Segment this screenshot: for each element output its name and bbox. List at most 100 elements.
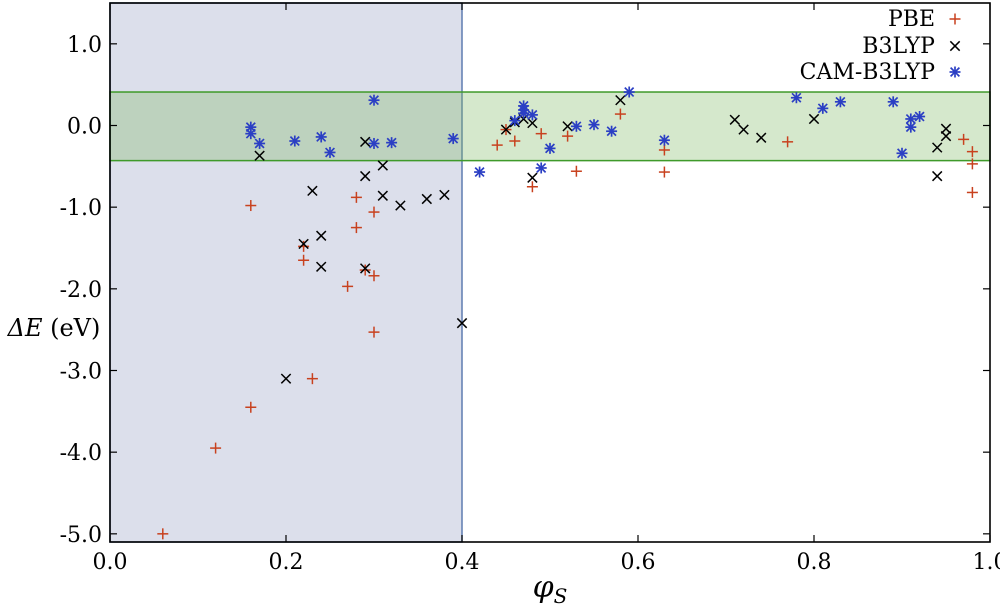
y-tick-label: -3.0 bbox=[60, 360, 102, 385]
data-point-b3lyp-5 bbox=[315, 261, 327, 272]
data-point-pbe-22 bbox=[658, 144, 670, 156]
data-point-pbe-13 bbox=[368, 326, 380, 338]
data-point-b3lyp-15 bbox=[500, 124, 512, 135]
y-tick-label: 1.0 bbox=[67, 33, 102, 58]
data-point-cam-b3lyp-29 bbox=[905, 121, 917, 133]
data-point-cam-b3lyp-22 bbox=[658, 134, 670, 146]
data-point-pbe-17 bbox=[526, 181, 538, 193]
y-axis-ticks: 1.0 0.0 -1.0 -2.0 -3.0 -4.0 -5.0 bbox=[60, 33, 990, 548]
data-point-pbe-4 bbox=[298, 240, 310, 252]
x-tick-label: 1.0 bbox=[973, 550, 1000, 575]
data-point-b3lyp-14 bbox=[456, 317, 468, 329]
data-point-pbe-7 bbox=[342, 280, 354, 292]
data-point-cam-b3lyp-8 bbox=[386, 137, 398, 149]
shaded-regions bbox=[109, 2, 991, 543]
data-point-b3lyp-18 bbox=[527, 172, 538, 183]
data-point-pbe-16 bbox=[509, 135, 521, 147]
data-point-pbe-5 bbox=[298, 254, 310, 266]
data-point-b3lyp-7 bbox=[359, 136, 371, 148]
x-tick-label: 0.8 bbox=[797, 550, 832, 575]
data-point-b3lyp-27 bbox=[931, 170, 943, 182]
data-point-pbe-21 bbox=[614, 108, 626, 120]
legend-marker-b3lyp bbox=[949, 40, 961, 52]
data-point-b3lyp-22 bbox=[729, 114, 741, 125]
data-point-cam-b3lyp-25 bbox=[834, 96, 846, 108]
data-point-cam-b3lyp-4 bbox=[315, 131, 327, 143]
series-pbe bbox=[157, 108, 978, 540]
data-point-cam-b3lyp-3 bbox=[289, 135, 301, 147]
data-point-cam-b3lyp-6 bbox=[368, 94, 380, 106]
y-tick-label: -5.0 bbox=[60, 523, 102, 548]
data-point-pbe-20 bbox=[570, 165, 582, 177]
data-point-pbe-25 bbox=[958, 133, 970, 145]
x-tick-label: 0.4 bbox=[445, 550, 480, 575]
data-point-b3lyp-10 bbox=[377, 190, 389, 201]
data-point-cam-b3lyp-9 bbox=[447, 133, 459, 145]
data-point-b3lyp-21 bbox=[615, 94, 626, 106]
x-axis-title: φS bbox=[533, 570, 568, 605]
data-point-b3lyp-29 bbox=[940, 130, 952, 142]
y-tick-label: -1.0 bbox=[60, 196, 102, 221]
data-point-cam-b3lyp-15 bbox=[526, 109, 538, 121]
data-point-cam-b3lyp-21 bbox=[623, 86, 635, 98]
data-point-pbe-18 bbox=[535, 128, 547, 140]
data-point-cam-b3lyp-18 bbox=[570, 120, 582, 132]
data-point-cam-b3lyp-16 bbox=[535, 162, 547, 174]
y-tick-label: -2.0 bbox=[60, 278, 102, 303]
y-tick-label: 0.0 bbox=[67, 115, 102, 140]
data-point-b3lyp-1 bbox=[280, 373, 292, 384]
legend-marker-pbe bbox=[949, 13, 961, 25]
data-point-pbe-14 bbox=[491, 139, 503, 151]
data-point-pbe-9 bbox=[350, 191, 362, 203]
x-axis-ticks: 0.0 0.2 0.4 0.6 0.8 1.0 bbox=[93, 3, 1000, 575]
data-point-pbe-28 bbox=[966, 186, 978, 198]
data-point-pbe-11 bbox=[368, 206, 380, 218]
data-point-b3lyp-19 bbox=[527, 117, 538, 129]
y-axis-title: ΔE (eV) bbox=[7, 314, 101, 342]
data-point-cam-b3lyp-7 bbox=[368, 137, 380, 149]
plot-frame bbox=[109, 2, 991, 543]
data-point-pbe-24 bbox=[782, 136, 794, 148]
data-point-b3lyp-25 bbox=[808, 113, 820, 125]
data-point-pbe-2 bbox=[245, 401, 257, 413]
data-point-pbe-8 bbox=[350, 222, 362, 234]
legend-label-b3lyp: B3LYP bbox=[862, 34, 935, 59]
data-point-cam-b3lyp-17 bbox=[544, 142, 556, 154]
data-point-pbe-23 bbox=[658, 166, 670, 178]
y-tick-label: -4.0 bbox=[60, 441, 102, 466]
data-point-b3lyp-28 bbox=[940, 123, 952, 134]
series-cam-b3lyp bbox=[245, 86, 926, 178]
data-point-b3lyp-3 bbox=[307, 185, 318, 197]
data-point-b3lyp-0 bbox=[254, 150, 265, 161]
data-point-cam-b3lyp-23 bbox=[790, 92, 802, 104]
x-tick-label: 0.2 bbox=[269, 550, 304, 575]
legend-marker-cam-b3lyp bbox=[949, 66, 961, 78]
data-point-pbe-27 bbox=[966, 158, 978, 170]
data-point-pbe-12 bbox=[368, 270, 380, 282]
data-point-b3lyp-6 bbox=[359, 263, 371, 274]
series-b3lyp bbox=[254, 94, 952, 384]
data-point-cam-b3lyp-19 bbox=[588, 119, 600, 131]
x-tick-label: 0.6 bbox=[621, 550, 656, 575]
data-point-cam-b3lyp-30 bbox=[914, 111, 926, 123]
data-point-cam-b3lyp-1 bbox=[245, 128, 257, 140]
data-point-pbe-10 bbox=[359, 264, 371, 276]
data-point-cam-b3lyp-10 bbox=[474, 166, 486, 178]
data-point-b3lyp-23 bbox=[738, 124, 749, 135]
data-point-cam-b3lyp-14 bbox=[518, 100, 530, 112]
data-point-cam-b3lyp-26 bbox=[887, 96, 899, 108]
data-point-b3lyp-11 bbox=[395, 200, 406, 211]
data-point-cam-b3lyp-5 bbox=[324, 146, 336, 158]
data-point-b3lyp-4 bbox=[315, 230, 327, 241]
data-point-pbe-0 bbox=[157, 528, 169, 540]
data-point-cam-b3lyp-20 bbox=[606, 125, 618, 137]
data-point-cam-b3lyp-2 bbox=[254, 137, 266, 149]
data-point-cam-b3lyp-11 bbox=[509, 115, 521, 127]
data-point-b3lyp-12 bbox=[421, 193, 433, 205]
legend-label-cam-b3lyp: CAM-B3LYP bbox=[800, 60, 936, 85]
data-point-b3lyp-26 bbox=[931, 142, 943, 153]
data-point-pbe-26 bbox=[966, 146, 978, 158]
data-point-b3lyp-24 bbox=[755, 132, 767, 143]
